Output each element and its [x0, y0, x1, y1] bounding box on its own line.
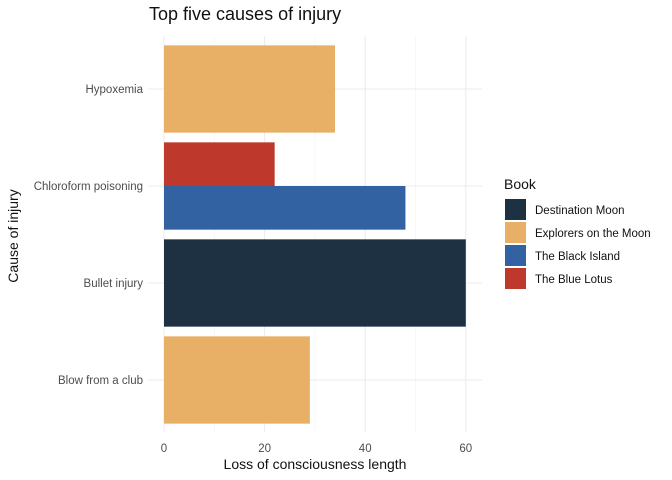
y-tick-label: Chloroform poisoning: [34, 181, 143, 193]
y-tick-label: Bullet injury: [84, 278, 144, 290]
x-tick-label: 60: [459, 443, 472, 455]
x-tick-label: 40: [359, 443, 372, 455]
bar-bullet-injury-destination-moon: [164, 239, 466, 327]
legend-key-the-blue-lotus: [505, 268, 526, 289]
bar-hypoxemia-explorers-on-the-moon: [164, 45, 336, 133]
x-tick-label: 0: [161, 443, 167, 455]
y-tick-label: Blow from a club: [58, 375, 143, 387]
bar-chloroform-poisoning-the-blue-lotus: [164, 142, 275, 186]
legend-title: Book: [504, 176, 537, 192]
y-tick-label: Hypoxemia: [85, 84, 143, 96]
legend-key-destination-moon: [505, 199, 526, 220]
x-tick-label: 20: [258, 443, 271, 455]
y-axis-title: Cause of injury: [5, 189, 21, 282]
legend-key-the-black-island: [505, 245, 526, 266]
legend-label: The Black Island: [535, 251, 620, 263]
y-tick-labels: Hypoxemia Chloroform poisoning Bullet inju…: [34, 84, 144, 387]
legend-label: Destination Moon: [535, 205, 625, 217]
chart-title: Top five causes of injury: [149, 4, 341, 24]
bar-chloroform-poisoning-the-black-island: [164, 186, 406, 230]
bars: [164, 45, 466, 424]
legend-label: The Blue Lotus: [535, 274, 613, 286]
x-axis-title: Loss of consciousness length: [224, 456, 407, 472]
legend-label: Explorers on the Moon: [535, 228, 651, 240]
legend-key-explorers-on-the-moon: [505, 222, 526, 243]
legend: Book Destination Moon Explorers on the Mo…: [504, 176, 651, 289]
bar-blow-from-a-club-explorers-on-the-moon: [164, 336, 310, 424]
x-tick-labels: 0 20 40 60: [161, 443, 472, 455]
